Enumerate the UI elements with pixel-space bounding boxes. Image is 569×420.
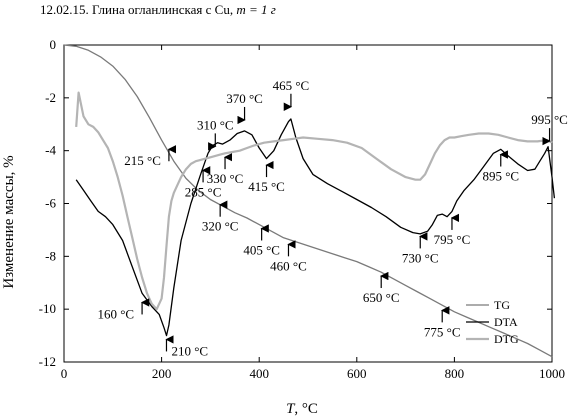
y-tick-label: -6 [45, 196, 56, 211]
x-axis-label: T, °C [286, 401, 318, 417]
x-tick-label: 0 [61, 366, 68, 381]
legend-label-tg: TG [494, 298, 510, 312]
y-tick-label: -12 [39, 354, 56, 369]
caption-mass: m = 1 г [236, 2, 276, 17]
annotation-label: 895 °C [482, 169, 519, 184]
annotation-label: 160 °C [97, 306, 134, 321]
y-tick-label: -4 [45, 143, 56, 158]
annotation-label: 405 °C [243, 242, 280, 257]
annotation-label: 310 °C [197, 117, 234, 132]
annotation-label: 650 °C [363, 290, 400, 305]
annotation-label: 460 °C [270, 258, 307, 273]
annotation-label: 730 °C [402, 250, 439, 265]
y-axis-label: Изменение массы, % [1, 155, 17, 288]
y-tick-label: -8 [45, 248, 56, 263]
x-tick-label: 800 [445, 366, 465, 381]
x-tick-label: 600 [347, 366, 367, 381]
annotation-label: 775 °C [424, 324, 461, 339]
annotation-label: 285 °C [185, 184, 222, 199]
x-tick-label: 200 [152, 366, 172, 381]
x-tick-label: 1000 [539, 366, 565, 381]
annotation-label: 995 °C [531, 112, 568, 127]
annotation-label: 215 °C [124, 153, 161, 168]
x-tick-label: 400 [249, 366, 269, 381]
legend-label-dtg: DTG [494, 332, 519, 346]
annotation-label: 370 °C [226, 91, 263, 106]
series-line-tg [63, 44, 553, 358]
y-tick-label: -10 [39, 301, 56, 316]
caption-prefix: 12.02.15. Глина огланлинская с Cu, [40, 2, 234, 17]
figure-caption: 12.02.15. Глина огланлинская с Cu, m = 1… [40, 2, 276, 18]
annotation-label: 795 °C [434, 232, 471, 247]
annotation-label: 465 °C [273, 78, 310, 93]
y-tick-label: -2 [45, 90, 56, 105]
annotation-label: 415 °C [248, 179, 285, 194]
annotation-label: 210 °C [171, 343, 208, 358]
series-line-dta [75, 118, 556, 337]
y-tick-label: 0 [50, 37, 57, 52]
annotation-label: 330 °C [207, 171, 244, 186]
annotation-label: 320 °C [202, 219, 239, 234]
legend-label-dta: DTA [494, 315, 518, 329]
series-line-dtg [75, 91, 553, 311]
